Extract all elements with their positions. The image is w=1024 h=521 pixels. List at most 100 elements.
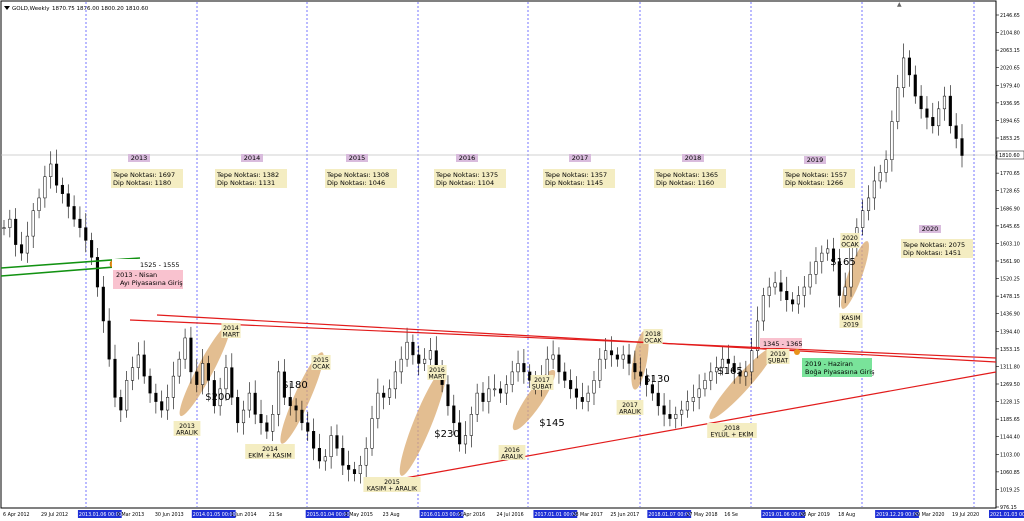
candle-body [335, 435, 339, 449]
candle-body [212, 380, 216, 407]
time-axis[interactable]: 6 Apr 2012 29 Jul 2012 2013.01.06 00:000 M… [3, 510, 1024, 518]
bear-entry-line2: Ayı Piyasasına Giriş [120, 279, 183, 287]
candle-body [271, 414, 275, 432]
y-tick-label: 976.15 [1000, 505, 1017, 511]
bull-entry-line1: 2019 - Haziran [805, 360, 853, 368]
x-tick-label: 19 Jul 2020 [952, 512, 979, 518]
candle-body [312, 431, 316, 449]
resistance-red-2[interactable] [156, 314, 997, 363]
year-label-bg [682, 154, 704, 162]
candle-body [709, 371, 713, 381]
rally-amount: $130 [644, 374, 669, 385]
resistance-red-1[interactable] [129, 319, 997, 359]
candle-body [820, 252, 824, 262]
candle-body [458, 422, 462, 445]
year-label: 2013 [131, 154, 148, 162]
candle-body [224, 367, 228, 390]
x-tick-label: 24 Jul 2016 [497, 512, 524, 518]
candle-body [487, 388, 491, 402]
candle-body [166, 397, 170, 411]
candle-body [107, 320, 111, 360]
x-tick-label: 2013.01.06 00:00 [79, 512, 122, 518]
y-tick-label: 1561.90 [1000, 259, 1020, 265]
rally-start-bg [498, 445, 526, 460]
y-tick-label: 1394.40 [1000, 329, 1020, 335]
year-label-bg [346, 154, 368, 162]
candle-body [142, 354, 146, 377]
candle-body [510, 371, 514, 385]
rally-amount: $165 [830, 257, 855, 268]
candle-body [650, 384, 654, 394]
candle-body [837, 261, 841, 296]
candle-body [866, 197, 871, 211]
year-label: 2015 [349, 154, 366, 162]
candle-body [960, 138, 964, 156]
rally-start-l1: 2015 [384, 479, 400, 486]
rally-start-l2: 2019 [843, 322, 859, 329]
candle-body [919, 95, 923, 110]
stats-bottom: Dip Noktası: 1131 [217, 179, 275, 187]
y-tick-label: 1853.25 [1000, 136, 1020, 142]
candle-body [843, 286, 847, 296]
candle-body [352, 469, 357, 474]
x-tick-label: 6 Apr 2012 [3, 512, 30, 518]
price-axis[interactable]: 2146.65 2104.80 2063.15 2020.65 1979.40 1936.… [996, 13, 1020, 511]
candle-body [884, 159, 888, 173]
y-tick-label: 1311.80 [1000, 364, 1020, 370]
candle-body [230, 367, 234, 398]
x-tick-label: 0 Mar 2013 [117, 512, 144, 518]
candle-body [60, 184, 64, 194]
candle-body [206, 363, 211, 381]
candle-body [370, 418, 374, 449]
candle-body [761, 295, 765, 322]
candle-body [645, 375, 649, 385]
uptrend-red[interactable] [404, 371, 997, 479]
bear-zone-annotation: 1525 - 1555 2013 - Nisan Ayı Piyasasına … [112, 259, 183, 289]
candle-body [119, 397, 123, 411]
y-tick-label: 1185.65 [1000, 417, 1020, 423]
candle-body [417, 354, 421, 364]
candle-body [49, 163, 53, 177]
rally-start-l2: ARALIK [501, 454, 524, 461]
rally-end-l1: 2019 [770, 351, 786, 358]
candle-body [31, 210, 35, 237]
candle-body [72, 206, 76, 220]
year-label: 2019 [807, 156, 824, 164]
candle-body [872, 180, 876, 199]
candle-body [948, 95, 952, 127]
rally-end-l2: OCAK [312, 364, 330, 371]
rally-start-l1: 2016 [504, 447, 520, 454]
y-tick-label: 1103.00 [1000, 452, 1020, 458]
rally-start-bg [363, 477, 421, 492]
y-tick-label: 1645.65 [1000, 224, 1020, 230]
candle-body [43, 176, 47, 199]
y-tick-label: 1770.65 [1000, 171, 1020, 177]
candle-body [101, 286, 105, 322]
rally-end-bg [221, 323, 241, 338]
x-tick-label: 28 Mar 2017 [572, 512, 602, 518]
candle-body [796, 295, 800, 305]
stats-top: Tepe Noktası: 1382 [216, 171, 279, 179]
candle-body [545, 358, 549, 377]
candle-body [615, 354, 619, 360]
year-label: 2016 [459, 154, 476, 162]
candle-body [125, 380, 129, 411]
rally-start-l2: EKİM + KASIM [248, 451, 292, 460]
year-label-bg [804, 156, 826, 164]
candle-body [130, 367, 135, 381]
x-tick-label: 2021.01.03 00:00 [990, 512, 1024, 518]
candle-body [288, 397, 292, 407]
rally-end-bg [427, 365, 447, 380]
candle-body [937, 108, 941, 127]
candle-body [738, 371, 742, 377]
rally-end-l1: 2015 [313, 357, 329, 364]
stats-bottom: Dip Noktası: 1046 [327, 179, 385, 187]
candle-body [942, 95, 947, 110]
rally-end-bg [840, 233, 860, 248]
dropdown-triangle-icon[interactable] [4, 6, 10, 10]
x-tick-label: 2019.12.29 00:00 [876, 512, 919, 518]
x-tick-label: 2016.01.03 00:00 [421, 512, 464, 518]
